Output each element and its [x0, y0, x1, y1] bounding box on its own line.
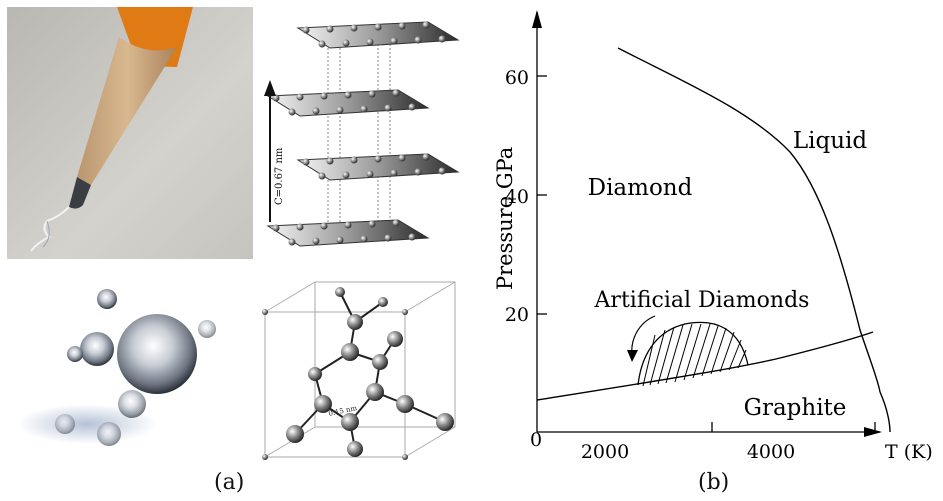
- graphite-atom: [368, 220, 376, 228]
- graphite-atom: [350, 24, 358, 32]
- caption-a: (a): [214, 470, 245, 495]
- graphite-atom: [422, 21, 430, 29]
- graphite-atom: [296, 223, 304, 231]
- diamond-lattice-diagram: 0.15 nm: [262, 281, 456, 460]
- graphite-atom: [374, 23, 382, 31]
- artificial-diamonds-region: [637, 321, 749, 386]
- y-tick-40: 40: [505, 186, 529, 208]
- graphite-atom: [302, 26, 310, 34]
- graphite-atom: [438, 35, 446, 43]
- origin-label: 0: [530, 429, 542, 451]
- graphite-atom: [408, 233, 416, 241]
- y-tick-60: 60: [505, 67, 529, 89]
- graphite-atom: [366, 38, 374, 46]
- graphite-atom: [272, 94, 280, 102]
- graphite-atom: [438, 167, 446, 175]
- y-axis-arrow: [532, 10, 542, 28]
- liquid-label: Liquid: [793, 128, 868, 154]
- graphite-atom: [272, 224, 280, 232]
- x-tick-4000: 4000: [747, 441, 795, 463]
- graphite-atom: [336, 106, 344, 114]
- graphite-atom: [398, 154, 406, 162]
- graphite-atom: [320, 92, 328, 100]
- graphite-atom: [392, 219, 400, 227]
- graphite-atom: [302, 158, 310, 166]
- pencil-photo: [7, 7, 253, 259]
- graphite-atom: [390, 169, 398, 177]
- graphite-atom: [312, 107, 320, 115]
- y-axis-label: Pressure GPa: [493, 147, 517, 290]
- graphite-atom: [422, 153, 430, 161]
- graphite-atom: [408, 103, 416, 111]
- graphite-atom: [312, 237, 320, 245]
- graphite-atom: [342, 39, 350, 47]
- graphite-atom: [390, 37, 398, 45]
- graphite-spacing-label: C=0.67 nm: [274, 147, 285, 205]
- graphite-atom: [320, 222, 328, 230]
- graphite-atom: [336, 236, 344, 244]
- graphite-atom: [326, 25, 334, 33]
- graphite-atom: [350, 156, 358, 164]
- graphite-atom: [374, 155, 382, 163]
- graphite-atom: [366, 170, 374, 178]
- graphite-atom: [392, 89, 400, 97]
- graphite-atom: [344, 221, 352, 229]
- graphite-atom: [318, 40, 326, 48]
- caption-b: (b): [698, 470, 730, 495]
- graphite-lattice-diagram: C=0.67 nm: [264, 21, 460, 247]
- graphite-atom: [288, 108, 296, 116]
- graphite-atom: [326, 157, 334, 165]
- graphite-atom: [398, 22, 406, 30]
- graphite-atom: [318, 172, 326, 180]
- graphite-atom: [288, 238, 296, 246]
- graphite-atom: [344, 91, 352, 99]
- graphite-atom: [384, 104, 392, 112]
- diamond-label: Diamond: [588, 175, 693, 201]
- graphite-atom: [360, 105, 368, 113]
- diamond-photo: [7, 274, 252, 466]
- graphite-atom: [368, 90, 376, 98]
- artificial-diamonds-label: Artificial Diamonds: [594, 288, 810, 313]
- x-axis-label: T (K): [885, 441, 933, 463]
- graphite-atom: [384, 234, 392, 242]
- graphite-atom: [296, 93, 304, 101]
- phase-diagram: 60 40 20 0 2000 4000 T (K) Pressure GPa …: [493, 10, 933, 463]
- graphite-liquid-boundary: [879, 391, 891, 433]
- y-tick-20: 20: [505, 304, 529, 326]
- graphite-label: Graphite: [744, 395, 847, 421]
- x-tick-2000: 2000: [581, 441, 629, 463]
- diamond-liquid-boundary: [617, 47, 881, 393]
- graphite-atom: [342, 171, 350, 179]
- graphite-atom: [360, 235, 368, 243]
- graphite-atom: [414, 168, 422, 176]
- diamond-graphite-boundary: [536, 331, 874, 401]
- graphite-atom: [414, 36, 422, 44]
- artificial-diamonds-hatching: [642, 323, 747, 387]
- x-axis-arrow: [864, 427, 882, 437]
